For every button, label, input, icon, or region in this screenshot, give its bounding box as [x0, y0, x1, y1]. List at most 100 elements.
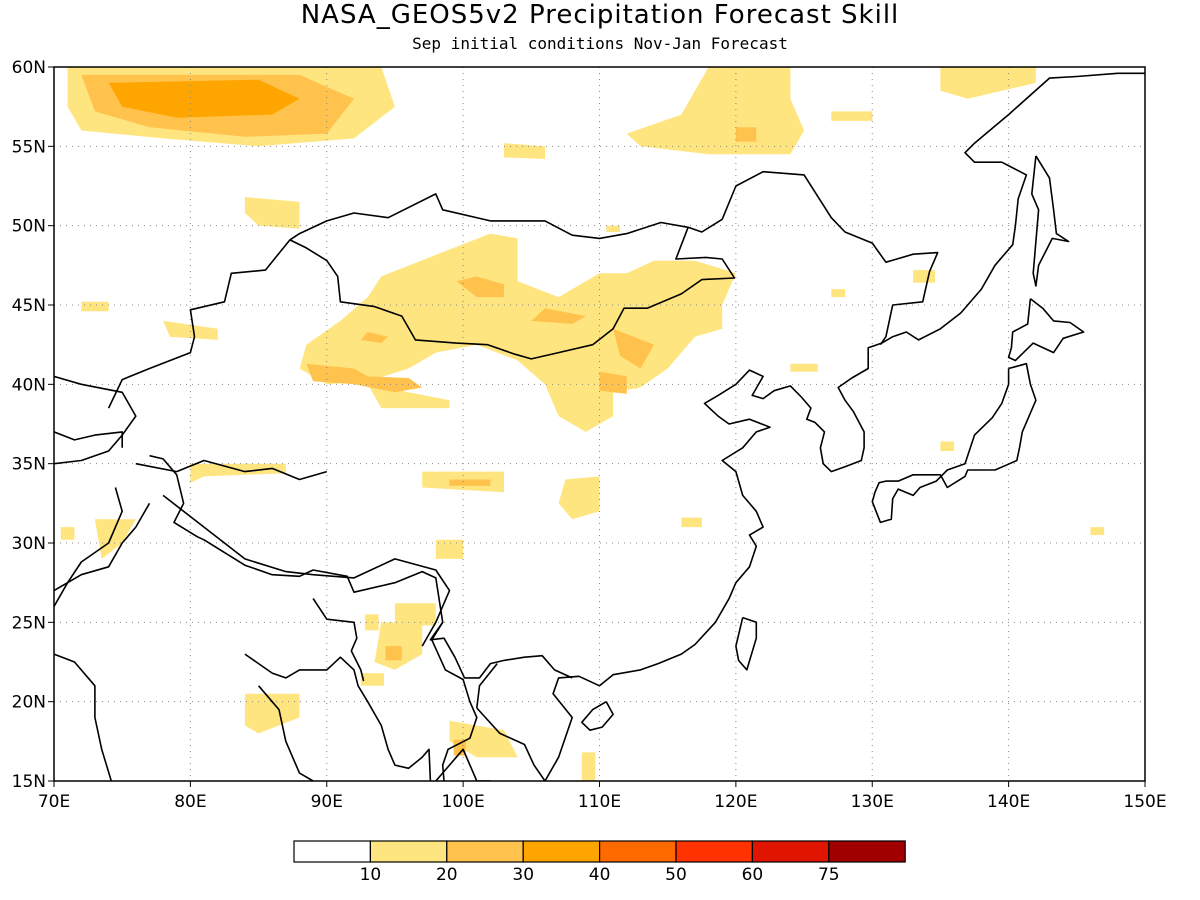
skill-region-8: [504, 143, 545, 159]
skill-region-9: [606, 225, 620, 232]
skill-region-30: [435, 539, 464, 559]
grid-lines: [54, 67, 1145, 781]
legend-label: 75: [818, 865, 840, 885]
legend-swatch-6: [751, 840, 830, 863]
lat-tick-label: 15N: [12, 772, 46, 792]
coastline-12: [871, 362, 1037, 524]
border-4: [430, 621, 478, 781]
lon-tick-label: 130E: [851, 792, 894, 812]
lat-tick-label: 55N: [12, 137, 46, 157]
skill-region-36: [360, 673, 384, 686]
legend-label: 50: [665, 865, 687, 885]
lat-tick-label: 35N: [12, 455, 46, 475]
legend-label: 20: [436, 865, 458, 885]
skill-region-41: [1090, 527, 1105, 536]
skill-region-13: [531, 308, 586, 324]
border-8: [54, 487, 123, 607]
skill-region-12: [456, 276, 504, 298]
skill-region-31: [681, 517, 702, 528]
coastline-6: [257, 685, 314, 781]
lon-tick-label: 80E: [174, 792, 206, 812]
skill-region-27: [558, 476, 600, 520]
lat-tick-label: 20N: [12, 693, 46, 713]
skill-region-32: [394, 603, 436, 626]
lat-tick-label: 45N: [12, 296, 46, 316]
skill-region-40: [581, 752, 596, 781]
legend-swatch-1: [369, 840, 448, 863]
coastline-11: [1007, 298, 1085, 362]
skill-region-4: [735, 127, 757, 142]
axis-ticks: 70E 80E 90E 100E 110E 120E 130E 140E 150E 15N 20N 2…: [12, 58, 1167, 812]
border-3: [312, 598, 365, 682]
border-7: [54, 431, 123, 448]
legend-swatch-3: [522, 840, 601, 863]
skill-region-21: [913, 270, 935, 283]
border-1: [289, 227, 736, 360]
skill-region-17: [360, 332, 389, 344]
skill-region-37: [244, 693, 300, 734]
coastlines: [54, 72, 1145, 781]
skill-region-35: [385, 646, 402, 661]
legend-swatch-7: [828, 840, 906, 863]
border-2: [149, 454, 573, 679]
skill-region-10: [299, 233, 736, 432]
lon-tick-label: 90E: [311, 792, 343, 812]
legend-label: 30: [512, 865, 534, 885]
legend-swatch-4: [598, 840, 677, 863]
legend-swatch-2: [446, 840, 524, 863]
skill-region-14: [613, 328, 655, 369]
coastline-8: [544, 72, 1145, 781]
lon-tick-label: 100E: [442, 792, 485, 812]
skill-region-19: [81, 301, 109, 312]
border-5: [476, 707, 546, 781]
coastline-0: [54, 375, 137, 465]
coastline-5: [244, 653, 432, 781]
color-legend: 10 20 30 40 50 60 75: [293, 840, 906, 885]
lon-tick-label: 150E: [1123, 792, 1166, 812]
skill-region-26: [449, 479, 491, 486]
lat-tick-label: 25N: [12, 613, 46, 633]
coastline-2: [54, 502, 151, 592]
skill-region-15: [599, 371, 627, 394]
skill-region-5: [831, 111, 873, 121]
skill-region-3: [626, 67, 805, 155]
lon-tick-label: 70E: [38, 792, 70, 812]
skill-region-6: [940, 67, 1036, 99]
lon-tick-label: 110E: [578, 792, 621, 812]
skill-region-38: [449, 720, 518, 758]
legend-label: 40: [589, 865, 611, 885]
lon-tick-label: 120E: [714, 792, 757, 812]
legend-swatch-5: [675, 840, 754, 863]
lat-tick-label: 30N: [12, 534, 46, 554]
page-title: NASA_GEOS5v2 Precipitation Forecast Skil…: [300, 0, 900, 30]
legend-swatch-0: [293, 840, 372, 863]
skill-region-2: [108, 79, 300, 118]
coastline-1: [54, 653, 113, 781]
lon-tick-label: 140E: [987, 792, 1030, 812]
coastline-4: [162, 494, 451, 647]
skill-region-18: [163, 320, 218, 340]
skill-region-33: [364, 614, 379, 631]
coastline-10: [735, 616, 758, 671]
coastline-13: [1031, 155, 1070, 287]
skill-region-24: [190, 463, 286, 483]
skill-region-16: [306, 363, 423, 393]
legend-label: 60: [742, 865, 764, 885]
coastline-7: [435, 748, 491, 781]
skill-region-22: [790, 363, 818, 372]
skill-region-20: [831, 289, 845, 298]
border-0: [107, 170, 939, 409]
skill-region-29: [60, 527, 75, 540]
border-6: [476, 663, 498, 709]
country-borders: [54, 170, 939, 781]
lat-tick-label: 40N: [12, 375, 46, 395]
skill-region-28: [94, 519, 136, 559]
coastline-3: [135, 459, 328, 481]
page-subtitle: Sep initial conditions Nov-Jan Forecast: [412, 34, 788, 53]
skill-regions: [60, 67, 1105, 781]
coastline-9: [580, 701, 614, 732]
legend-label: 10: [360, 865, 382, 885]
lat-tick-label: 60N: [12, 58, 46, 78]
skill-region-23: [940, 441, 955, 451]
